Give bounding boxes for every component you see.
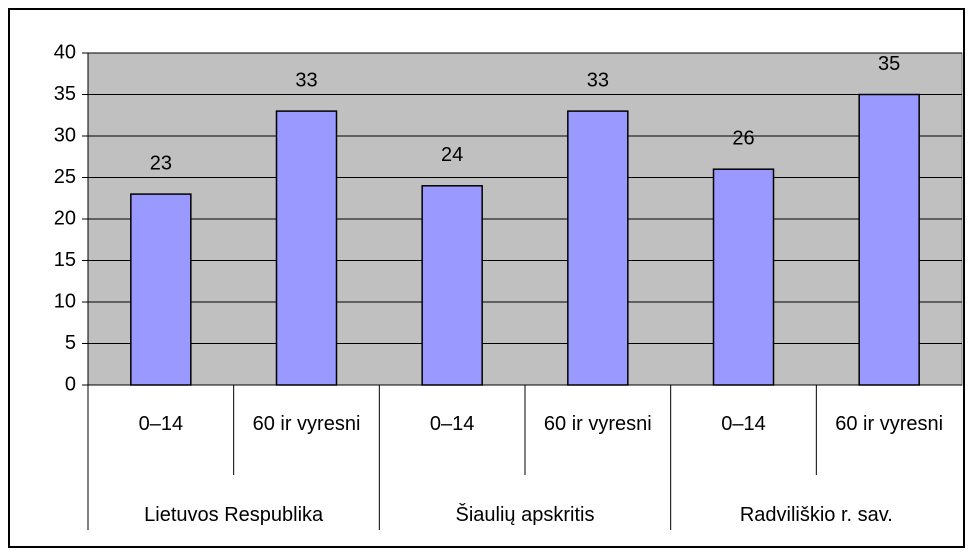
value-label: 35: [878, 53, 900, 75]
value-label: 33: [587, 69, 609, 91]
bar: [858, 93, 920, 386]
group-label: Šiaulių apskritis: [455, 504, 595, 526]
value-label: 23: [150, 152, 172, 174]
value-label: 24: [441, 144, 463, 166]
value-label: 26: [732, 127, 754, 149]
bar: [567, 110, 629, 386]
y-tick-label: 35: [54, 83, 76, 105]
y-tick-label: 15: [54, 249, 76, 271]
x-tick-label: 60 ir vyresni: [543, 413, 652, 435]
x-tick-label: 60 ir vyresni: [835, 413, 944, 435]
bar: [130, 193, 192, 386]
bar: [421, 185, 483, 386]
x-tick-label: 0–14: [429, 413, 475, 435]
y-tick-label: 30: [54, 124, 76, 146]
group-label: Lietuvos Respublika: [144, 504, 324, 526]
y-tick-label: 5: [65, 332, 76, 354]
bar: [275, 110, 338, 386]
x-tick-label: 60 ir vyresni: [252, 413, 361, 435]
y-tick-label: 40: [54, 41, 76, 63]
x-tick-label: 0–14: [138, 413, 184, 435]
group-label: Radviliškio r. sav.: [739, 504, 893, 526]
bar: [712, 168, 775, 386]
y-tick-label: 0: [65, 373, 76, 395]
y-tick-label: 10: [54, 290, 76, 312]
y-tick-label: 25: [54, 166, 76, 188]
y-tick-label: 20: [54, 207, 76, 229]
x-tick-label: 0–14: [721, 413, 766, 435]
value-label: 33: [295, 69, 317, 91]
